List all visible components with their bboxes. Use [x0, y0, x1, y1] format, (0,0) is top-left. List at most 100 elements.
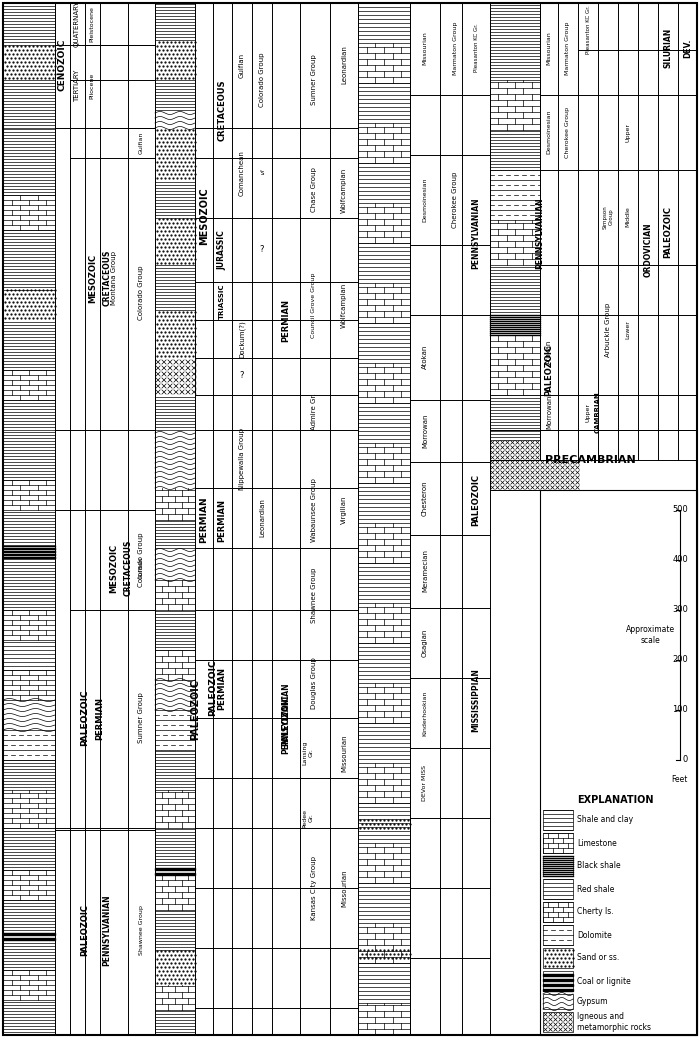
Text: Chesteron: Chesteron	[422, 481, 428, 516]
Bar	[543, 971, 573, 991]
Text: PERMIAN: PERMIAN	[281, 299, 290, 342]
Bar	[543, 879, 573, 899]
Text: 400: 400	[672, 555, 688, 565]
Text: Arbuckle Group: Arbuckle Group	[605, 303, 611, 357]
Text: CAMBRIAN: CAMBRIAN	[595, 391, 601, 433]
Text: Gulfian: Gulfian	[139, 556, 143, 579]
Text: Wolfcampian: Wolfcampian	[341, 167, 347, 213]
Text: MESOZOIC: MESOZOIC	[88, 253, 97, 302]
Text: Shawnee Group: Shawnee Group	[311, 568, 317, 623]
Text: Atokan: Atokan	[546, 339, 552, 364]
Text: Feet: Feet	[671, 775, 688, 785]
Text: Desmoinesian: Desmoinesian	[547, 110, 552, 155]
Text: Sumner Group: Sumner Group	[138, 692, 144, 743]
Bar	[543, 902, 573, 922]
Text: Cherokee Group: Cherokee Group	[452, 172, 458, 228]
Text: Black shale: Black shale	[577, 862, 621, 871]
Text: Meramecian: Meramecian	[422, 549, 428, 593]
Text: PENNSYLVANIAN: PENNSYLVANIAN	[102, 894, 111, 965]
Text: 's: 's	[259, 170, 265, 176]
Text: Igneous and
metamorphic rocks: Igneous and metamorphic rocks	[577, 1012, 651, 1032]
Text: QUATERNARY: QUATERNARY	[74, 1, 80, 48]
Text: Chase Group: Chase Group	[311, 167, 317, 213]
Text: TERTIARY: TERTIARY	[74, 70, 80, 102]
Bar	[543, 856, 573, 876]
Text: Limestone: Limestone	[577, 839, 617, 847]
Text: Pleasanton KC Gr.: Pleasanton KC Gr.	[585, 5, 591, 54]
Text: Comanchean: Comanchean	[239, 151, 245, 196]
Bar	[490, 430, 697, 490]
Bar	[543, 810, 573, 830]
Text: PALEOZOIC: PALEOZOIC	[281, 694, 290, 746]
Text: Lower: Lower	[626, 321, 631, 339]
Text: EXPLANATION: EXPLANATION	[577, 795, 653, 805]
Text: Lansing
Gr.: Lansing Gr.	[302, 741, 314, 765]
Text: Admire Gr.: Admire Gr.	[311, 393, 317, 431]
Bar	[540, 490, 697, 1035]
Text: PENNSYLVANIAN: PENNSYLVANIAN	[536, 197, 545, 269]
Text: 300: 300	[672, 605, 688, 614]
Text: Gypsum: Gypsum	[577, 998, 608, 1006]
Bar	[543, 984, 573, 986]
Text: Wolfcampian: Wolfcampian	[341, 282, 347, 328]
Text: Simpson
Group: Simpson Group	[603, 206, 613, 228]
Text: Atokan: Atokan	[422, 345, 428, 370]
Text: Council Grove Group: Council Grove Group	[312, 272, 316, 337]
Bar	[543, 948, 573, 968]
Text: Pliocene: Pliocene	[90, 73, 95, 99]
Text: Sumner Group: Sumner Group	[311, 55, 317, 106]
Text: Middle: Middle	[626, 207, 631, 227]
Text: DEV.: DEV.	[683, 38, 692, 58]
Text: PRECAMBRIAN: PRECAMBRIAN	[545, 455, 636, 465]
Text: PENNSYLVANIAN: PENNSYLVANIAN	[472, 197, 480, 269]
Bar	[155, 868, 195, 870]
Text: PALEOZOIC: PALEOZOIC	[664, 206, 673, 258]
Text: JURASSIC: JURASSIC	[218, 230, 227, 270]
Text: Shawnee Group: Shawnee Group	[139, 905, 143, 955]
Bar	[543, 979, 573, 981]
Text: Leonardian: Leonardian	[341, 46, 347, 84]
Text: ?: ?	[260, 246, 265, 254]
Bar	[543, 989, 573, 991]
Text: DEVor MISS: DEVor MISS	[423, 765, 428, 801]
Text: PENNSYLVANIAN: PENNSYLVANIAN	[281, 682, 290, 754]
Text: ?: ?	[239, 372, 244, 381]
Text: Osagian: Osagian	[422, 629, 428, 657]
Text: Gulfian: Gulfian	[239, 53, 245, 78]
Text: PERMIAN: PERMIAN	[199, 497, 209, 543]
Text: Approximate
scale: Approximate scale	[625, 625, 675, 645]
Text: PERMIAN: PERMIAN	[218, 666, 227, 710]
Text: PALEOZOIC: PALEOZOIC	[190, 680, 200, 740]
Text: Upper: Upper	[585, 403, 591, 421]
Text: Morrowan: Morrowan	[546, 394, 552, 430]
Bar	[543, 974, 573, 976]
Text: Wabaunsee Group: Wabaunsee Group	[311, 479, 317, 542]
Text: Missourian: Missourian	[341, 869, 347, 907]
Bar	[3, 933, 55, 935]
Text: Leonardian: Leonardian	[259, 498, 265, 538]
Text: CRETACEOUS: CRETACEOUS	[218, 79, 227, 141]
Text: Missourian: Missourian	[423, 31, 428, 64]
Text: SILURIAN: SILURIAN	[664, 28, 673, 69]
Text: Gulfian: Gulfian	[139, 132, 143, 155]
Text: Missourian: Missourian	[341, 734, 347, 772]
Text: Upper: Upper	[626, 122, 631, 141]
Text: Dockum(?): Dockum(?)	[239, 320, 245, 358]
Text: Morrowan: Morrowan	[422, 414, 428, 448]
Text: 500: 500	[672, 506, 688, 515]
Text: Cherty ls.: Cherty ls.	[577, 907, 614, 917]
Text: Montana Group: Montana Group	[111, 251, 117, 305]
Text: Red shale: Red shale	[577, 884, 615, 894]
Text: CRETACEOUS: CRETACEOUS	[123, 540, 132, 596]
Text: PERMIAN: PERMIAN	[218, 498, 227, 542]
Text: Shale and clay: Shale and clay	[577, 816, 633, 824]
Text: PALEOZOIC: PALEOZOIC	[80, 904, 90, 956]
Text: PALEOZOIC: PALEOZOIC	[472, 474, 480, 526]
Bar	[155, 873, 195, 875]
Text: 200: 200	[672, 656, 688, 664]
Text: 100: 100	[672, 706, 688, 714]
Bar	[3, 938, 55, 940]
Text: CENOZOIC: CENOZOIC	[57, 38, 66, 91]
Text: Nippewalla Group: Nippewalla Group	[239, 428, 245, 490]
Text: Missourian: Missourian	[547, 31, 552, 64]
